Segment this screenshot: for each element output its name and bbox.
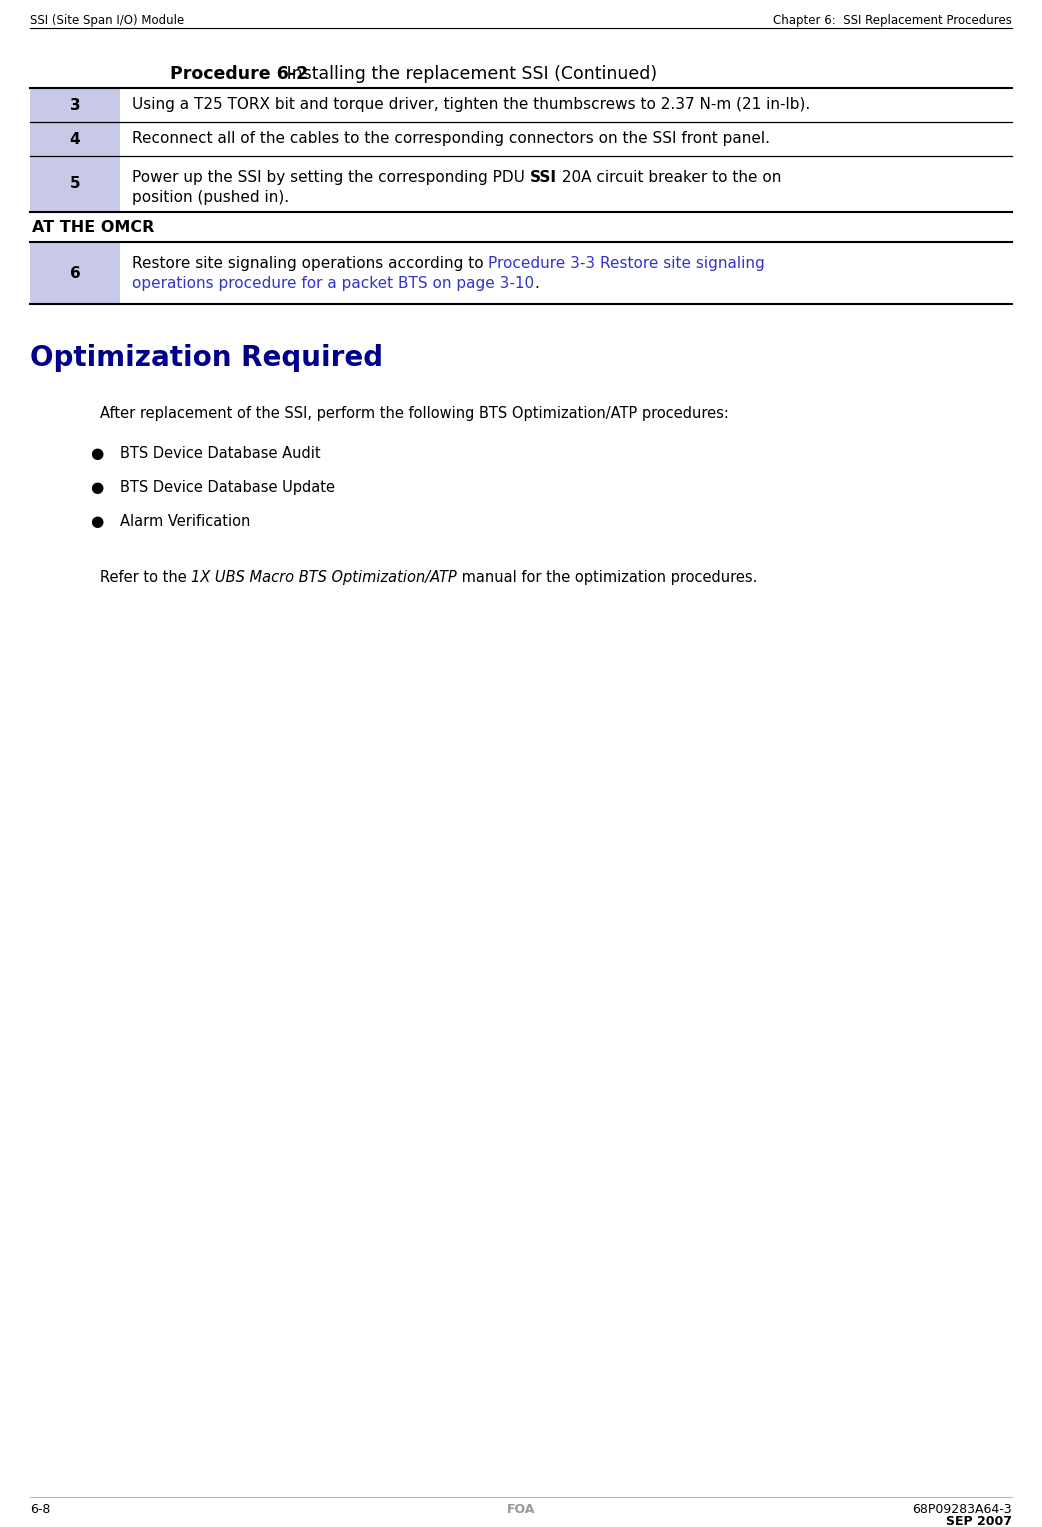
Text: Procedure 6-2: Procedure 6-2 [170, 66, 308, 82]
Text: .: . [535, 276, 539, 292]
Text: Refer to the: Refer to the [100, 570, 192, 585]
Text: Restore site signaling operations according to: Restore site signaling operations accord… [132, 257, 489, 270]
Text: 5: 5 [70, 177, 80, 191]
Text: Chapter 6:  SSI Replacement Procedures: Chapter 6: SSI Replacement Procedures [773, 14, 1012, 27]
Bar [30, 122, 120, 156]
Text: position (pushed in).: position (pushed in). [132, 189, 289, 205]
Text: 1X UBS Macro BTS Optimization/ATP: 1X UBS Macro BTS Optimization/ATP [192, 570, 457, 585]
Text: Installing the replacement SSI (Continued): Installing the replacement SSI (Continue… [270, 66, 658, 82]
Text: 6: 6 [70, 266, 80, 281]
Text: operations procedure for a packet BTS on page 3-10: operations procedure for a packet BTS on… [132, 276, 535, 292]
Text: SSI: SSI [529, 169, 556, 185]
Text: 20A circuit breaker to the on: 20A circuit breaker to the on [556, 169, 782, 185]
Text: 6-8: 6-8 [30, 1503, 50, 1516]
Text: AT THE OMCR: AT THE OMCR [32, 220, 154, 235]
Text: manual for the optimization procedures.: manual for the optimization procedures. [457, 570, 758, 585]
Bar [30, 241, 120, 304]
Text: Procedure 3-3 Restore site signaling: Procedure 3-3 Restore site signaling [489, 257, 765, 270]
Text: BTS Device Database Update: BTS Device Database Update [120, 479, 334, 495]
Text: 68P09283A64-3: 68P09283A64-3 [913, 1503, 1012, 1516]
Text: Power up the SSI by setting the corresponding PDU: Power up the SSI by setting the correspo… [132, 169, 529, 185]
Text: 4: 4 [70, 131, 80, 147]
Text: Alarm Verification: Alarm Verification [120, 515, 250, 528]
Text: After replacement of the SSI, perform the following BTS Optimization/ATP procedu: After replacement of the SSI, perform th… [100, 406, 728, 421]
Text: ●: ● [90, 515, 103, 528]
Bar [30, 156, 120, 212]
Text: BTS Device Database Audit: BTS Device Database Audit [120, 446, 321, 461]
Text: SEP 2007: SEP 2007 [946, 1515, 1012, 1527]
Text: ●: ● [90, 479, 103, 495]
Text: Optimization Required: Optimization Required [30, 344, 383, 373]
Bar [30, 89, 120, 122]
Text: FOA: FOA [506, 1503, 536, 1516]
Text: Using a T25 TORX bit and torque driver, tighten the thumbscrews to 2.37 N-m (21 : Using a T25 TORX bit and torque driver, … [132, 98, 811, 113]
Text: ●: ● [90, 446, 103, 461]
Text: SSI (Site Span I/O) Module: SSI (Site Span I/O) Module [30, 14, 184, 27]
Text: 3: 3 [70, 98, 80, 113]
Text: Reconnect all of the cables to the corresponding connectors on the SSI front pan: Reconnect all of the cables to the corre… [132, 131, 770, 147]
